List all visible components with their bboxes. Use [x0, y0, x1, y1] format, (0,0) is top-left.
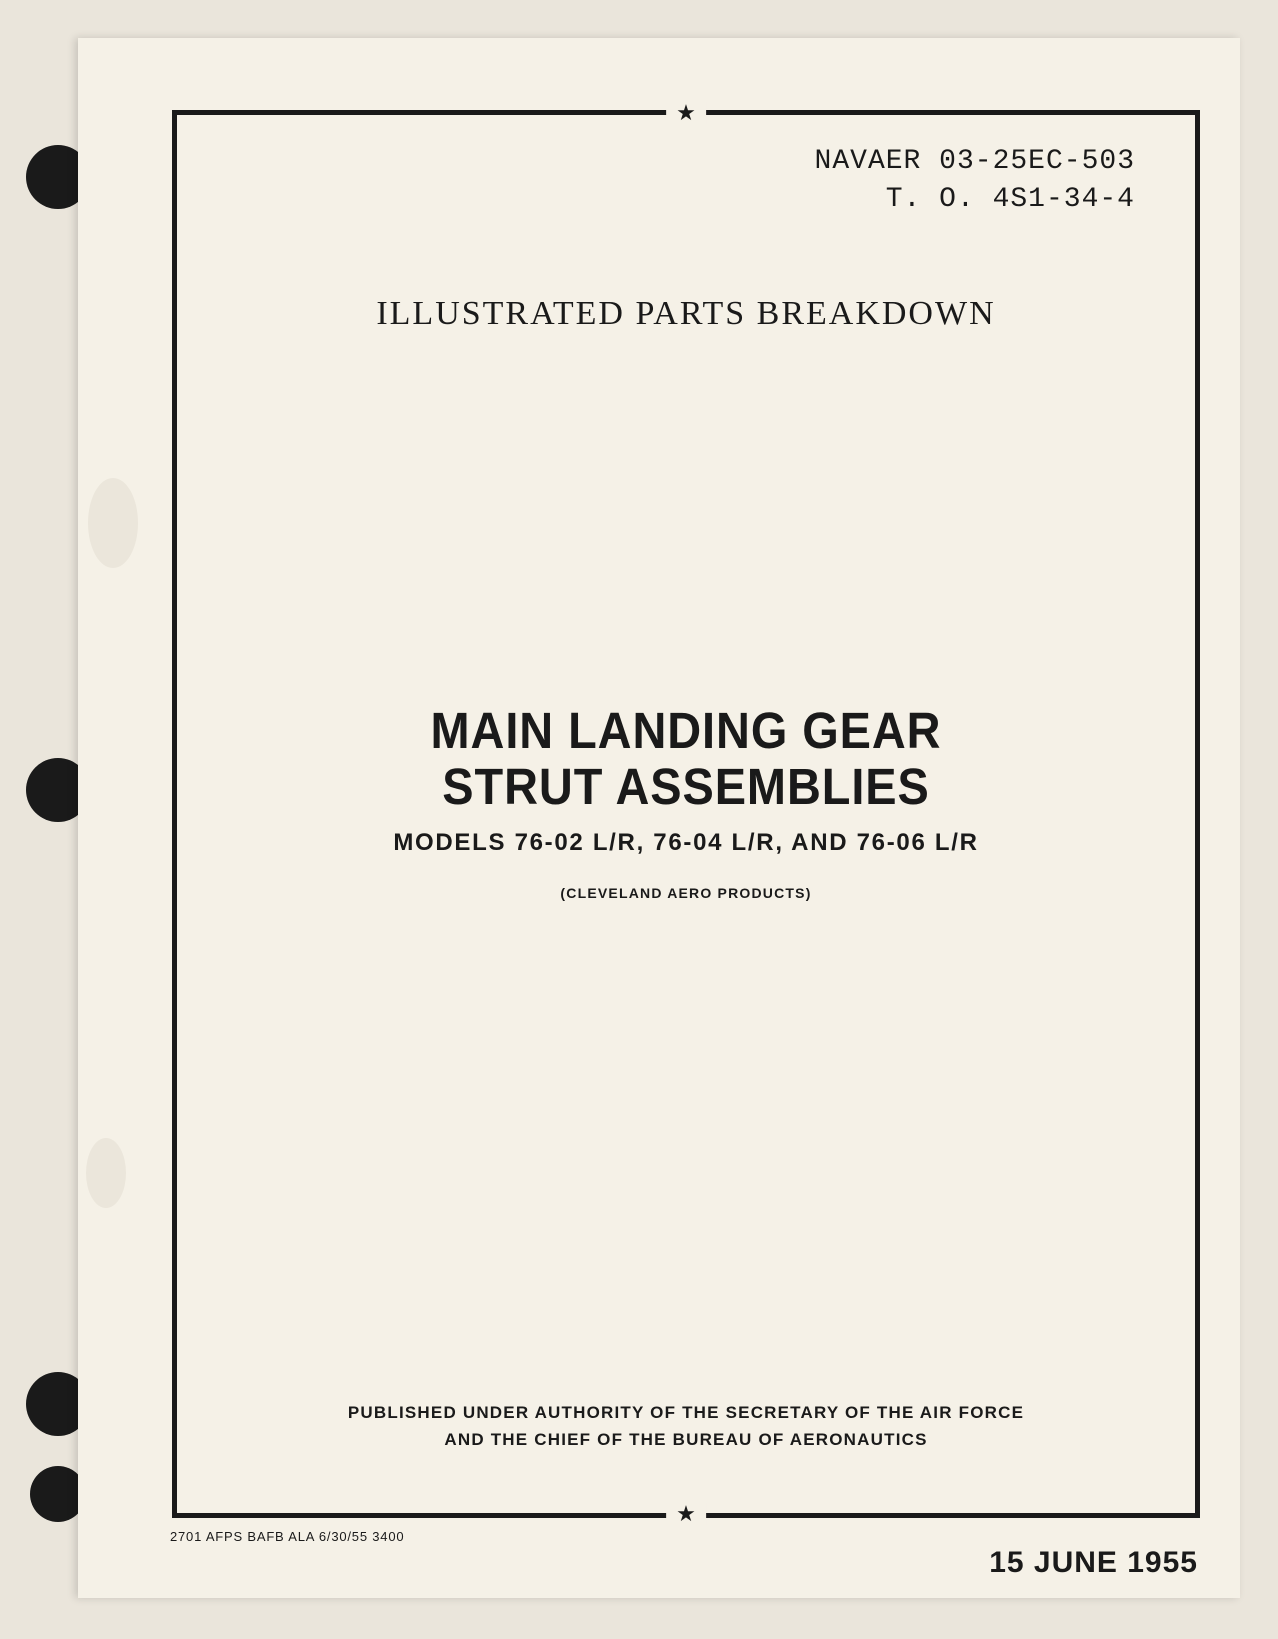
page-border: ★ ★ NAVAER 03-25EC-503 T. O. 4S1-34-4 IL…: [172, 110, 1200, 1518]
publication-authority: PUBLISHED UNDER AUTHORITY OF THE SECRETA…: [177, 1399, 1195, 1453]
title-line-1: MAIN LANDING GEAR: [218, 703, 1155, 759]
title-line-2: STRUT ASSEMBLIES: [218, 759, 1155, 815]
models-line: MODELS 76-02 L/R, 76-04 L/R, AND 76-06 L…: [177, 829, 1195, 857]
authority-line-2: AND THE CHIEF OF THE BUREAU OF AERONAUTI…: [177, 1426, 1195, 1453]
document-type-label: ILLUSTRATED PARTS BREAKDOWN: [177, 295, 1195, 333]
paper-smudge: [88, 478, 138, 568]
publication-date: 15 JUNE 1955: [989, 1546, 1198, 1580]
authority-line-1: PUBLISHED UNDER AUTHORITY OF THE SECRETA…: [177, 1399, 1195, 1426]
manufacturer-line: (CLEVELAND AERO PRODUCTS): [177, 885, 1195, 901]
paper-smudge: [86, 1138, 126, 1208]
print-run-info: 2701 AFPS BAFB ALA 6/30/55 3400: [170, 1529, 404, 1544]
title-block: MAIN LANDING GEAR STRUT ASSEMBLIES MODEL…: [177, 703, 1195, 901]
main-title: MAIN LANDING GEAR STRUT ASSEMBLIES: [218, 703, 1155, 815]
navaer-number: NAVAER 03-25EC-503: [815, 143, 1135, 181]
document-identifiers: NAVAER 03-25EC-503 T. O. 4S1-34-4: [815, 143, 1135, 219]
tech-order-number: T. O. 4S1-34-4: [815, 181, 1135, 219]
star-ornament-bottom: ★: [666, 1503, 706, 1525]
document-page: ★ ★ NAVAER 03-25EC-503 T. O. 4S1-34-4 IL…: [78, 38, 1240, 1598]
star-ornament-top: ★: [666, 102, 706, 124]
